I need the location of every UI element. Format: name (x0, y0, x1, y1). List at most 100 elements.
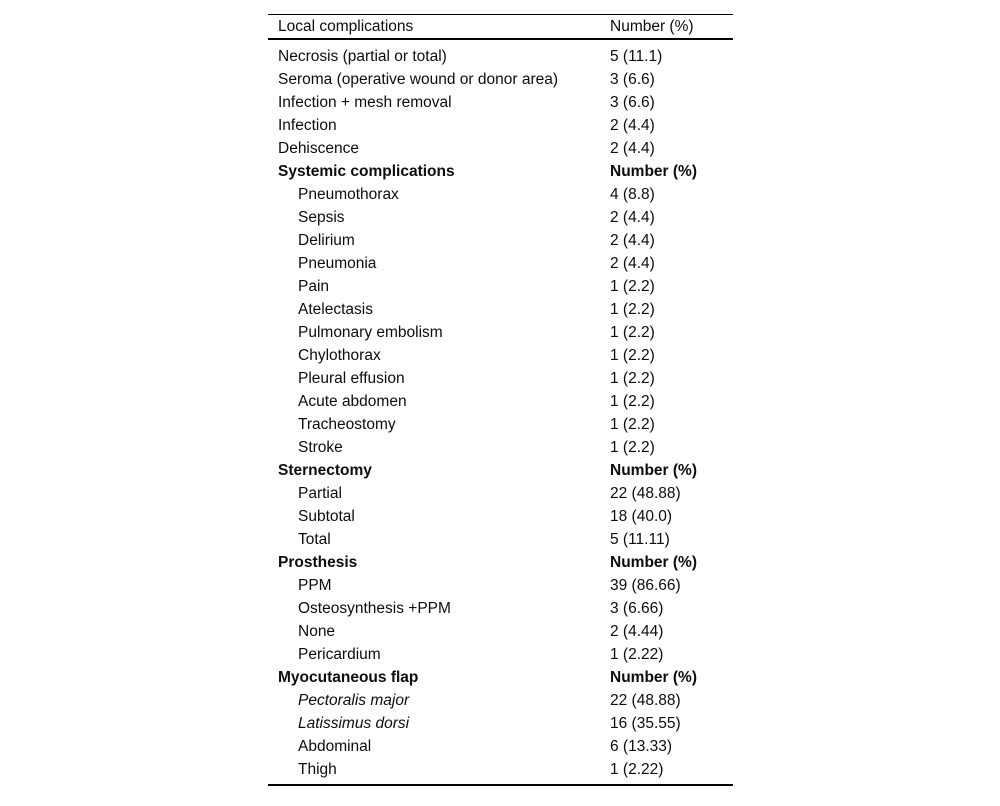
row-value: 1 (2.22) (610, 645, 664, 663)
row-label: Sepsis (298, 208, 345, 226)
row-value: 2 (4.4) (610, 254, 655, 272)
row-value: 3 (6.6) (610, 70, 655, 88)
row-value: 3 (6.6) (610, 93, 655, 111)
table-row: Delirium 2 (4.4) (268, 229, 733, 252)
row-label: Thigh (298, 760, 337, 778)
row-label: Tracheostomy (298, 415, 396, 433)
row-value: 1 (2.2) (610, 277, 655, 295)
row-label: Atelectasis (298, 300, 373, 318)
row-label: Infection + mesh removal (278, 93, 452, 111)
table-row: Prosthesis Number (%) (268, 551, 733, 574)
row-label: Pleural effusion (298, 369, 405, 387)
table-row: Pleural effusion 1 (2.2) (268, 367, 733, 390)
complications-table: Local complications Number (%) Necrosis … (268, 14, 733, 786)
row-value: 1 (2.2) (610, 392, 655, 410)
row-label: Prosthesis (278, 553, 358, 571)
row-value: 2 (4.4) (610, 116, 655, 134)
table-row: Pulmonary embolism 1 (2.2) (268, 321, 733, 344)
row-label: Infection (278, 116, 337, 134)
row-value: 1 (2.2) (610, 369, 655, 387)
table-row: Atelectasis 1 (2.2) (268, 298, 733, 321)
row-value: 2 (4.4) (610, 208, 655, 226)
row-value: 22 (48.88) (610, 484, 681, 502)
table-row: Subtotal 18 (40.0) (268, 505, 733, 528)
table-header-row: Local complications Number (%) (268, 15, 733, 40)
row-value: 2 (4.4) (610, 139, 655, 157)
row-value: 39 (86.66) (610, 576, 681, 594)
row-value: 2 (4.44) (610, 622, 664, 640)
table-row: Pneumonia 2 (4.4) (268, 252, 733, 275)
row-label: Pneumothorax (298, 185, 399, 203)
row-value: Number (%) (610, 668, 697, 686)
row-label: Acute abdomen (298, 392, 407, 410)
row-label: Myocutaneous flap (278, 668, 419, 686)
row-value: Number (%) (610, 162, 697, 180)
table-row: Pneumothorax 4 (8.8) (268, 183, 733, 206)
row-label: Dehiscence (278, 139, 359, 157)
row-value: Number (%) (610, 553, 697, 571)
row-value: 1 (2.2) (610, 323, 655, 341)
row-label: Necrosis (partial or total) (278, 47, 447, 65)
row-label: Total (298, 530, 331, 548)
row-value: 4 (8.8) (610, 185, 655, 203)
row-label: Latissimus dorsi (298, 714, 410, 732)
row-value: 6 (13.33) (610, 737, 673, 755)
table-row: Infection 2 (4.4) (268, 114, 733, 137)
table-row: Stroke 1 (2.2) (268, 436, 733, 459)
table-row: Necrosis (partial or total) 5 (11.1) (268, 45, 733, 68)
table-header-col1: Local complications (278, 17, 414, 35)
table-row: Acute abdomen 1 (2.2) (268, 390, 733, 413)
row-value: 1 (2.2) (610, 300, 655, 318)
row-label: Pectoralis major (298, 691, 410, 709)
table-row: Dehiscence 2 (4.4) (268, 137, 733, 160)
table-row: None 2 (4.44) (268, 620, 733, 643)
table-row: Pain 1 (2.2) (268, 275, 733, 298)
row-label: Sternectomy (278, 461, 372, 479)
table-row: Pericardium 1 (2.22) (268, 643, 733, 666)
row-value: 22 (48.88) (610, 691, 681, 709)
table-header-col2: Number (%) (610, 17, 694, 35)
row-value: 1 (2.2) (610, 438, 655, 456)
row-value: Number (%) (610, 461, 697, 479)
row-label: Pulmonary embolism (298, 323, 443, 341)
row-label: Chylothorax (298, 346, 381, 364)
table-row: PPM 39 (86.66) (268, 574, 733, 597)
table-row: Sepsis 2 (4.4) (268, 206, 733, 229)
row-label: Osteosynthesis +PPM (298, 599, 451, 617)
row-label: Pericardium (298, 645, 381, 663)
table-row: Myocutaneous flap Number (%) (268, 666, 733, 689)
row-label: Systemic complications (278, 162, 455, 180)
table-row: Chylothorax 1 (2.2) (268, 344, 733, 367)
table-row: Osteosynthesis +PPM 3 (6.66) (268, 597, 733, 620)
table-row: Total 5 (11.11) (268, 528, 733, 551)
table-row: Pectoralis major 22 (48.88) (268, 689, 733, 712)
table-row: Tracheostomy 1 (2.2) (268, 413, 733, 436)
table-row: Systemic complications Number (%) (268, 160, 733, 183)
row-label: Partial (298, 484, 342, 502)
row-label: Pain (298, 277, 330, 295)
row-label: None (298, 622, 336, 640)
row-value: 1 (2.22) (610, 760, 664, 778)
row-label: Stroke (298, 438, 343, 456)
table-row: Thigh 1 (2.22) (268, 758, 733, 781)
row-value: 16 (35.55) (610, 714, 681, 732)
row-label: Subtotal (298, 507, 355, 525)
table-row: Infection + mesh removal 3 (6.6) (268, 91, 733, 114)
row-label: Abdominal (298, 737, 372, 755)
table-row: Latissimus dorsi 16 (35.55) (268, 712, 733, 735)
table-row: Abdominal 6 (13.33) (268, 735, 733, 758)
row-label: PPM (298, 576, 332, 594)
table-body: Necrosis (partial or total) 5 (11.1) Serom… (268, 40, 733, 784)
row-value: 2 (4.4) (610, 231, 655, 249)
row-value: 5 (11.11) (610, 530, 670, 548)
row-value: 3 (6.66) (610, 599, 664, 617)
row-label: Delirium (298, 231, 355, 249)
row-value: 18 (40.0) (610, 507, 673, 525)
table-row: Sternectomy Number (%) (268, 459, 733, 482)
row-label: Pneumonia (298, 254, 377, 272)
row-value: 1 (2.2) (610, 346, 655, 364)
row-value: 5 (11.1) (610, 47, 663, 65)
table-row: Partial 22 (48.88) (268, 482, 733, 505)
table-row: Seroma (operative wound or donor area) 3 … (268, 68, 733, 91)
